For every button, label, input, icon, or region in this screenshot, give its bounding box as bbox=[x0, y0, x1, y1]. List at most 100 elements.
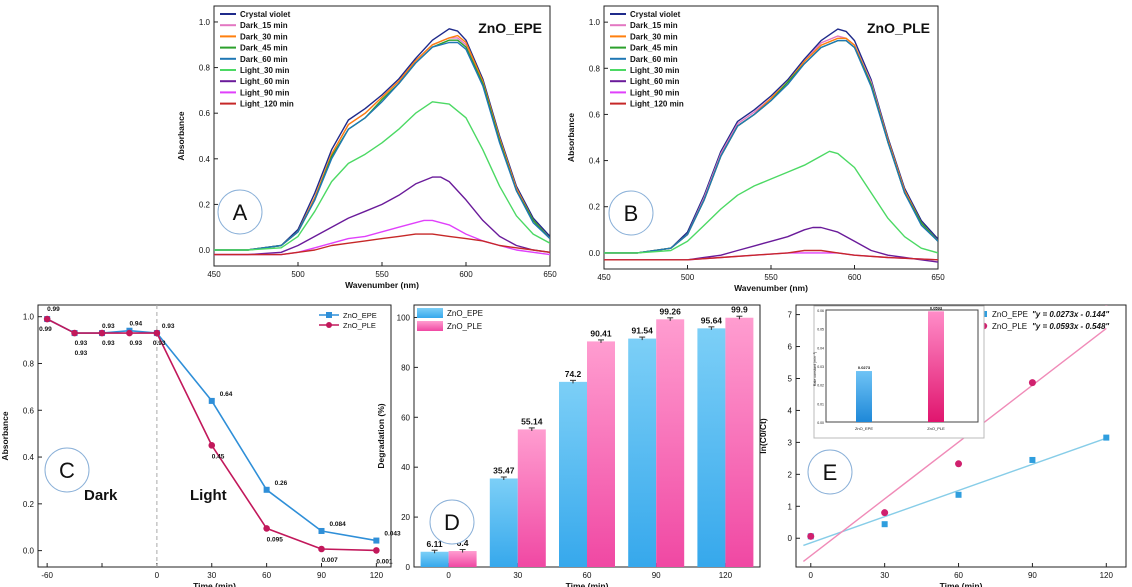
inset-y-tick: 0.00 bbox=[817, 421, 824, 425]
legend-label: Crystal violet bbox=[630, 10, 681, 19]
y-tick-label: 100 bbox=[397, 313, 411, 322]
panel-letter: D bbox=[444, 510, 460, 535]
panel-C: 0.0 0.2 0.4 0.6 0.8 1.0 -60 0 30 60 90 120 Time (min… bbox=[0, 304, 401, 587]
bar bbox=[448, 551, 477, 567]
y-tick-label: 5 bbox=[788, 374, 793, 383]
data-label: 0.001 bbox=[376, 558, 393, 565]
fit-line bbox=[803, 437, 1107, 547]
data-point bbox=[955, 491, 962, 498]
bar bbox=[517, 429, 546, 567]
x-tick-label: 600 bbox=[848, 273, 862, 282]
data-point bbox=[955, 460, 963, 468]
y-tick-label: 1.0 bbox=[199, 18, 211, 27]
spectrum-line bbox=[214, 101, 550, 251]
y-tick-label: 0.8 bbox=[199, 64, 211, 73]
legend-label: Dark_60 min bbox=[240, 55, 288, 64]
data-label: 0.99 bbox=[47, 306, 60, 313]
legend-label: Crystal violet bbox=[240, 10, 291, 19]
y-tick-label: 0 bbox=[406, 563, 411, 572]
legend-label: Light_90 min bbox=[630, 88, 679, 97]
inset-category-label: ZnO_PLE bbox=[927, 426, 945, 431]
data-point bbox=[263, 486, 270, 493]
x-tick-label: 30 bbox=[880, 571, 889, 580]
panel-letter: B bbox=[624, 201, 639, 226]
bar-value-label: 99.26 bbox=[660, 306, 682, 316]
bar-value-label: 99.9 bbox=[731, 305, 748, 315]
data-label: 0.94 bbox=[129, 321, 142, 328]
legend-label: Light_90 min bbox=[240, 88, 289, 97]
data-point bbox=[1029, 456, 1036, 463]
x-tick-label: 120 bbox=[719, 571, 733, 580]
y-tick-label: 0.4 bbox=[199, 155, 211, 164]
x-tick-label: 90 bbox=[652, 571, 661, 580]
x-tick-label: 500 bbox=[291, 270, 305, 279]
legend-label: ZnO_PLE bbox=[992, 322, 1027, 331]
y-tick-label: 0.6 bbox=[199, 109, 211, 118]
y-tick-label: 0.4 bbox=[589, 157, 601, 166]
spectrum-line bbox=[604, 39, 938, 254]
legend-label: Light_120 min bbox=[240, 100, 294, 109]
inset-y-tick: 0.01 bbox=[817, 402, 824, 406]
x-tick-label: 120 bbox=[370, 571, 384, 580]
y-tick-label: 0.2 bbox=[23, 500, 35, 509]
legend-label: Dark_30 min bbox=[630, 32, 678, 41]
data-point bbox=[807, 532, 815, 540]
panel-D: 0 20 40 60 80 100 Time (min) Degradation (%) 0 6.… bbox=[376, 304, 761, 587]
y-tick-label: 0.2 bbox=[589, 203, 601, 212]
y-axis-label: Degradation (%) bbox=[376, 403, 386, 468]
y-tick-label: 0.6 bbox=[23, 406, 35, 415]
legend-equation: "y = 0.0593x - 0.548" bbox=[1032, 322, 1109, 331]
inset-y-label: Rate constant (min⁻¹) bbox=[813, 352, 817, 386]
chart-title: ZnO_PLE bbox=[867, 20, 930, 36]
bar bbox=[489, 478, 518, 567]
y-tick-label: 2 bbox=[788, 470, 793, 479]
y-axis-label: Absorbance bbox=[176, 111, 186, 160]
y-tick-label: 0.8 bbox=[589, 64, 601, 73]
y-tick-label: 60 bbox=[401, 413, 410, 422]
bar bbox=[628, 338, 657, 567]
spectrum-line bbox=[214, 233, 550, 256]
data-label: 0.93 bbox=[102, 323, 115, 330]
x-tick-label: 0 bbox=[155, 571, 160, 580]
data-point bbox=[881, 521, 888, 528]
panel-letter: E bbox=[823, 460, 838, 485]
data-point bbox=[373, 537, 380, 544]
panel-letter: A bbox=[233, 200, 248, 225]
x-tick-label: 650 bbox=[543, 270, 557, 279]
data-point bbox=[318, 545, 325, 553]
data-label: 0.99 bbox=[39, 326, 52, 333]
legend-label: Light_60 min bbox=[240, 77, 289, 86]
legend-label: ZnO_EPE bbox=[447, 309, 483, 318]
data-label: 0.93 bbox=[75, 350, 88, 357]
data-point bbox=[126, 329, 133, 337]
plot-frame bbox=[37, 304, 392, 568]
bar-value-label: 90.41 bbox=[590, 328, 612, 338]
data-label: 0.26 bbox=[275, 480, 288, 487]
data-point bbox=[208, 397, 215, 404]
x-tick-label: 120 bbox=[1100, 571, 1114, 580]
x-tick-label: 90 bbox=[1028, 571, 1037, 580]
inset-bar bbox=[928, 311, 944, 422]
inset-y-tick: 0.06 bbox=[817, 309, 824, 313]
bar bbox=[656, 319, 685, 567]
inset-y-tick: 0.02 bbox=[817, 384, 824, 388]
legend-label: Light_120 min bbox=[630, 100, 684, 109]
y-axis-label: Absorbance bbox=[0, 411, 10, 460]
plot-frame bbox=[795, 304, 1127, 568]
bar bbox=[587, 341, 615, 567]
spectrum-line bbox=[604, 249, 938, 261]
x-axis-label: Time (min) bbox=[193, 581, 236, 587]
x-tick-label: 90 bbox=[317, 571, 326, 580]
y-tick-label: 0.8 bbox=[23, 359, 35, 368]
x-tick-label: 60 bbox=[583, 571, 592, 580]
bar-value-label: 91.54 bbox=[632, 326, 654, 336]
panel-letter-circle bbox=[608, 190, 654, 236]
legend-label: ZnO_EPE bbox=[343, 311, 377, 320]
data-label: 0.64 bbox=[220, 391, 233, 398]
legend-label: Dark_15 min bbox=[240, 21, 288, 30]
data-point bbox=[1028, 379, 1036, 387]
x-axis-label: Wavenumber (nm) bbox=[345, 280, 419, 290]
x-tick-label: 500 bbox=[681, 273, 695, 282]
x-tick-label: 550 bbox=[375, 270, 389, 279]
inset-y-tick: 0.03 bbox=[817, 365, 824, 369]
